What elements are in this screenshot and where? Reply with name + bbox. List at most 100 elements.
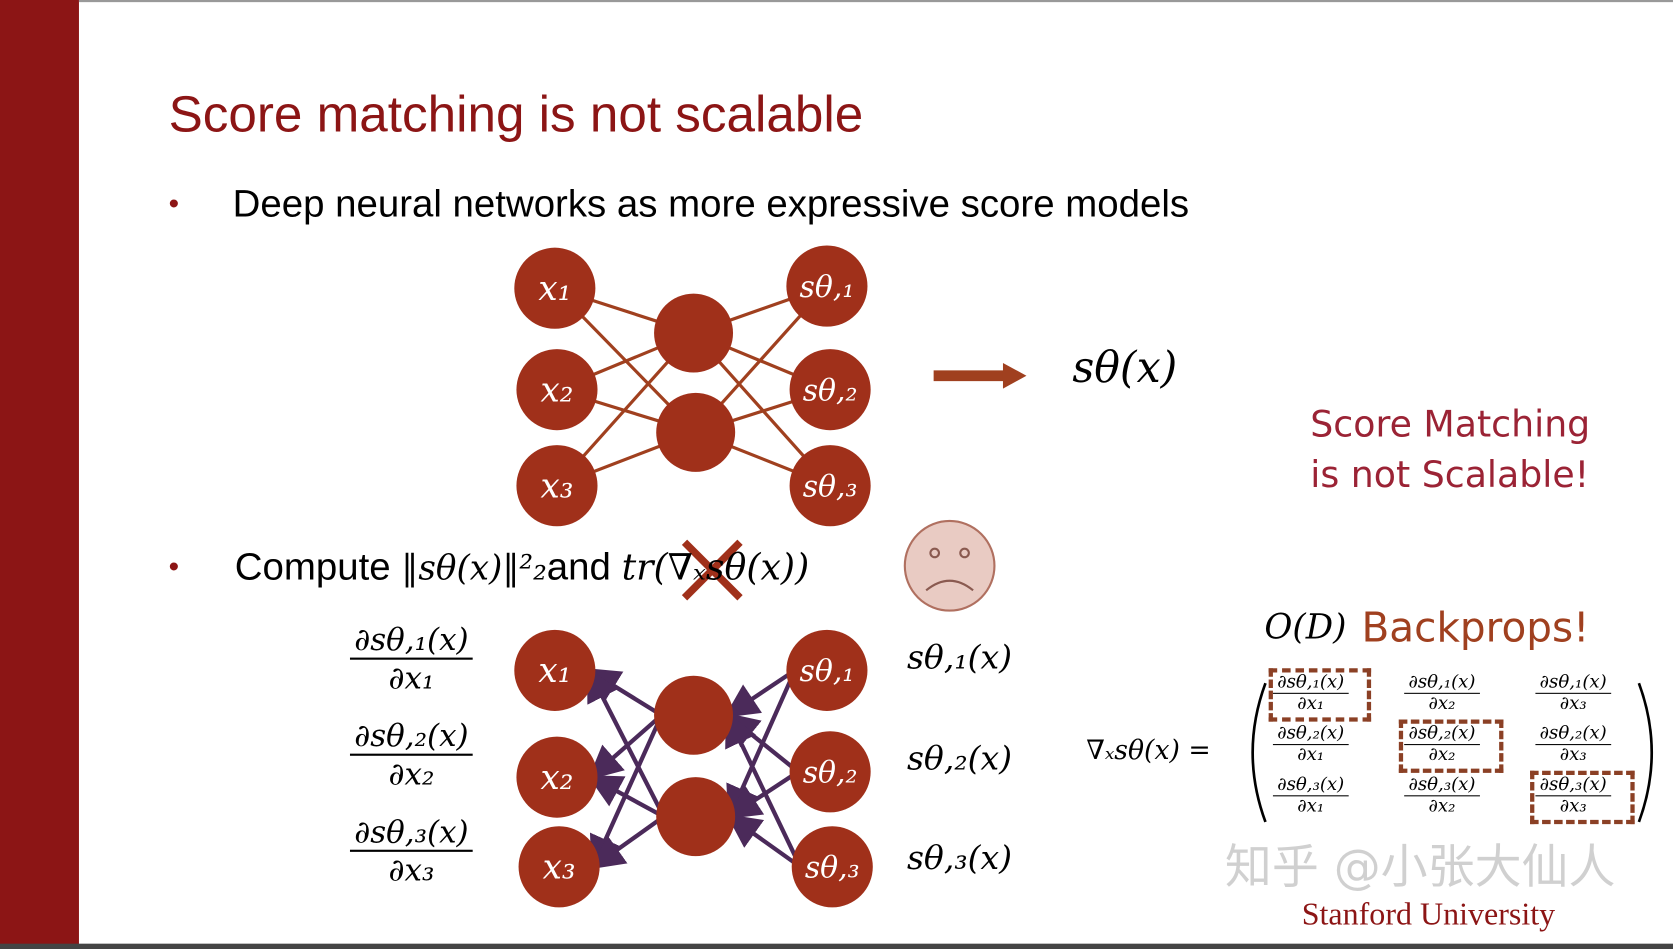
output-node-label: sθ,₃ — [803, 469, 858, 504]
denominator: ∂x₃ — [1559, 795, 1587, 817]
bullet-2: Compute ‖sθ(x)‖²₂and tr(∇ₓsθ(x)) — [235, 544, 810, 589]
matrix-cell: ∂sθ,₂(x) ∂x₃ — [1535, 723, 1611, 766]
stanford-logo-text: Stanford University — [1301, 896, 1556, 932]
hidden-node — [654, 293, 734, 373]
hidden-node — [656, 392, 736, 472]
denominator: ∂x₃ — [1559, 692, 1587, 715]
matrix-cell: ∂sθ,₃(x) ∂x₃ — [1535, 774, 1611, 817]
input-node — [514, 247, 596, 329]
output-label: sθ,₂(x) — [906, 739, 1013, 779]
arrow-head-icon — [1002, 362, 1027, 389]
input-node-label: x₂ — [541, 758, 574, 798]
matrix-cell: ∂sθ,₁(x) ∂x₂ — [1404, 672, 1480, 715]
output-label: sθ,₃(x) — [906, 839, 1013, 878]
diagonal-highlight-box — [1530, 770, 1635, 825]
input-node-label: x₃ — [541, 466, 574, 506]
complexity-label: O(D) — [1264, 606, 1347, 647]
matrix-cell: ∂sθ,₃(x) ∂x₁ — [1272, 774, 1349, 817]
numerator: ∂sθ,₃(x) — [1404, 774, 1480, 797]
backprop-edge — [587, 713, 663, 780]
matrix-cell: ∂sθ,₁(x) ∂x₃ — [1535, 672, 1611, 715]
callout-line-2: is not Scalable! — [1310, 453, 1590, 497]
denominator: ∂x₂ — [388, 755, 435, 793]
denominator: ∂x₁ — [1297, 692, 1325, 715]
bullet-1: Deep neural networks as more expressive … — [232, 181, 1190, 226]
diagonal-highlight-box — [1268, 668, 1372, 722]
denominator: ∂x₂ — [1428, 795, 1456, 817]
numerator: ∂sθ,₃(x) — [1535, 774, 1611, 797]
bullet-2-prefix: Compute — [234, 544, 391, 589]
left-brand-bar — [0, 0, 79, 949]
bullet-marker: • — [168, 186, 180, 220]
numerator: ∂sθ,₂(x) — [1404, 723, 1480, 746]
output-node-label: sθ,₂ — [803, 373, 858, 408]
output-node-label: sθ,₁ — [800, 270, 855, 305]
matrix-cell: ∂sθ,₂(x) ∂x₂ — [1404, 723, 1480, 766]
output-node-label: sθ,₃ — [805, 850, 860, 885]
numerator: ∂sθ,₁(x) — [1272, 672, 1349, 694]
matrix-left-paren — [1251, 682, 1267, 823]
denominator: ∂x₁ — [1297, 795, 1325, 817]
input-node-label: x₁ — [538, 651, 571, 691]
sad-face-eye — [959, 547, 970, 559]
output-node — [789, 731, 871, 813]
denominator: ∂x₁ — [1297, 744, 1325, 766]
backprop-edge — [726, 814, 802, 869]
watermark: 知乎 @小张大仙人 — [1224, 840, 1616, 895]
numerator: ∂sθ,₂(x) — [349, 717, 473, 756]
denominator: ∂x₂ — [1428, 744, 1456, 766]
numerator: ∂sθ,₂(x) — [1272, 723, 1349, 746]
input-node — [516, 736, 598, 818]
input-node — [516, 349, 598, 431]
input-node — [516, 445, 598, 527]
bullet-2-and: and — [546, 544, 611, 589]
input-node-label: x₁ — [538, 269, 571, 309]
denominator: ∂x₂ — [1428, 692, 1456, 715]
cross-out-icon — [681, 539, 743, 601]
backprop-edge — [589, 814, 665, 870]
input-node — [514, 629, 596, 711]
numerator: ∂sθ,₁(x) — [349, 621, 473, 660]
denominator: ∂x₃ — [1559, 744, 1587, 766]
callout-line-1: Score Matching — [1310, 403, 1591, 447]
denominator: ∂x₁ — [388, 659, 435, 697]
bottom-border — [0, 943, 1673, 949]
numerator: ∂sθ,₂(x) — [1535, 723, 1611, 746]
sad-face-icon — [903, 519, 996, 612]
matrix-right-paren — [1637, 682, 1653, 823]
jacobian-lhs: ∇ₓsθ(x) = — [1086, 734, 1211, 766]
partial-derivative: ∂sθ,₂(x) ∂x₂ — [349, 717, 473, 793]
input-node-label: x₂ — [541, 370, 574, 410]
output-node-label: sθ,₁ — [800, 654, 855, 689]
denominator: ∂x₃ — [388, 851, 435, 889]
diagonal-highlight-box — [1398, 719, 1504, 773]
matrix-cell: ∂sθ,₂(x) ∂x₁ — [1272, 723, 1349, 766]
matrix-cell: ∂sθ,₁(x) ∂x₁ — [1272, 672, 1349, 715]
output-node — [786, 629, 868, 711]
hidden-node — [656, 777, 736, 857]
numerator: ∂sθ,₃(x) — [349, 813, 473, 852]
output-node-label: sθ,₂ — [803, 755, 858, 790]
output-node — [789, 349, 871, 431]
numerator: ∂sθ,₁(x) — [1404, 672, 1480, 694]
backprop-edge — [587, 775, 665, 819]
output-label: sθ,₁(x) — [906, 638, 1013, 677]
sad-face-eye — [929, 547, 941, 559]
slide-title: Score matching is not scalable — [168, 86, 864, 144]
sad-face-mouth — [925, 579, 974, 592]
bullet-marker: • — [168, 549, 180, 583]
matrix-cell: ∂sθ,₃(x) ∂x₂ — [1404, 774, 1480, 817]
trace-expression: tr(∇ₓsθ(x)) — [621, 546, 810, 590]
partial-derivative: ∂sθ,₁(x) ∂x₁ — [349, 621, 473, 697]
backprop-edge — [724, 668, 797, 718]
backprops-label: Backprops! — [1361, 604, 1590, 652]
output-function-label: sθ(x) — [1072, 343, 1178, 393]
top-border — [78, 0, 1673, 3]
output-node — [786, 245, 868, 327]
backprop-edge — [725, 711, 803, 868]
hidden-node — [654, 675, 734, 755]
norm-expression: ‖sθ(x)‖²₂ — [401, 547, 547, 589]
input-node-label: x₃ — [543, 848, 576, 888]
